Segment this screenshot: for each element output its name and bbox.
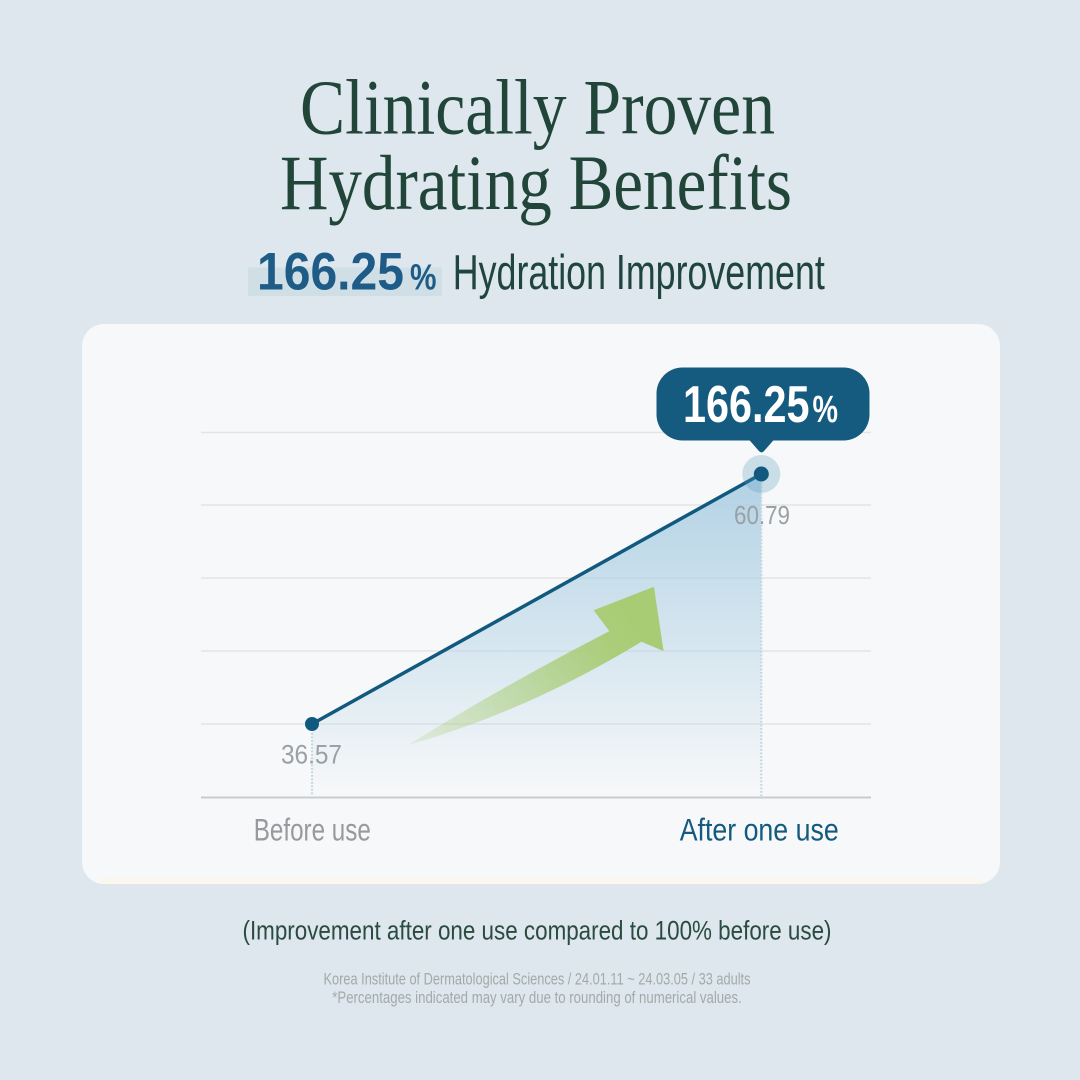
svg-text:Korea Institute of Dermatologi: Korea Institute of Dermatological Scienc… (324, 970, 751, 988)
svg-text:60.79: 60.79 (734, 500, 790, 530)
svg-text:Hydration Improvement: Hydration Improvement (453, 245, 825, 300)
svg-text:Hydrating Benefits: Hydrating Benefits (280, 139, 792, 226)
svg-text:166.25: 166.25 (683, 375, 810, 433)
svg-text:36.57: 36.57 (281, 740, 342, 770)
svg-text:%: % (410, 257, 437, 298)
svg-text:Clinically Proven: Clinically Proven (300, 64, 775, 151)
svg-text:Before use: Before use (254, 812, 371, 848)
svg-text:166.25: 166.25 (257, 243, 404, 302)
svg-text:(Improvement after one use com: (Improvement after one use compared to 1… (243, 916, 832, 946)
svg-text:*Percentages indicated may var: *Percentages indicated may vary due to r… (332, 989, 742, 1007)
svg-text:%: % (813, 389, 839, 431)
svg-text:After one use: After one use (680, 812, 839, 848)
